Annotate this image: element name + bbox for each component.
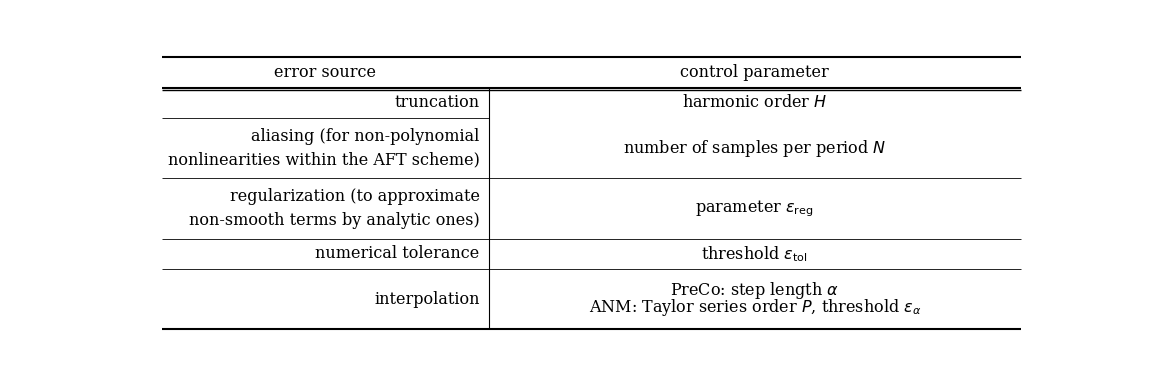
Text: parameter $\varepsilon_{\rm reg}$: parameter $\varepsilon_{\rm reg}$ [696,198,814,219]
Text: threshold $\varepsilon_{\rm tol}$: threshold $\varepsilon_{\rm tol}$ [702,244,808,264]
Text: control parameter: control parameter [680,64,829,81]
Text: PreCo: step length $\alpha$: PreCo: step length $\alpha$ [670,280,839,301]
Text: ANM: Taylor series order $P$, threshold $\varepsilon_{\alpha}$: ANM: Taylor series order $P$, threshold … [589,297,921,318]
Text: numerical tolerance: numerical tolerance [315,245,480,262]
Text: regularization (to approximate
non-smooth terms by analytic ones): regularization (to approximate non-smoot… [189,188,480,229]
Text: error source: error source [275,64,376,81]
Text: aliasing (for non-polynomial
nonlinearities within the AFT scheme): aliasing (for non-polynomial nonlinearit… [167,128,480,168]
Text: number of samples per period $N$: number of samples per period $N$ [623,138,886,158]
Text: truncation: truncation [395,94,480,111]
Text: interpolation: interpolation [374,291,480,308]
Text: harmonic order $H$: harmonic order $H$ [682,94,827,111]
